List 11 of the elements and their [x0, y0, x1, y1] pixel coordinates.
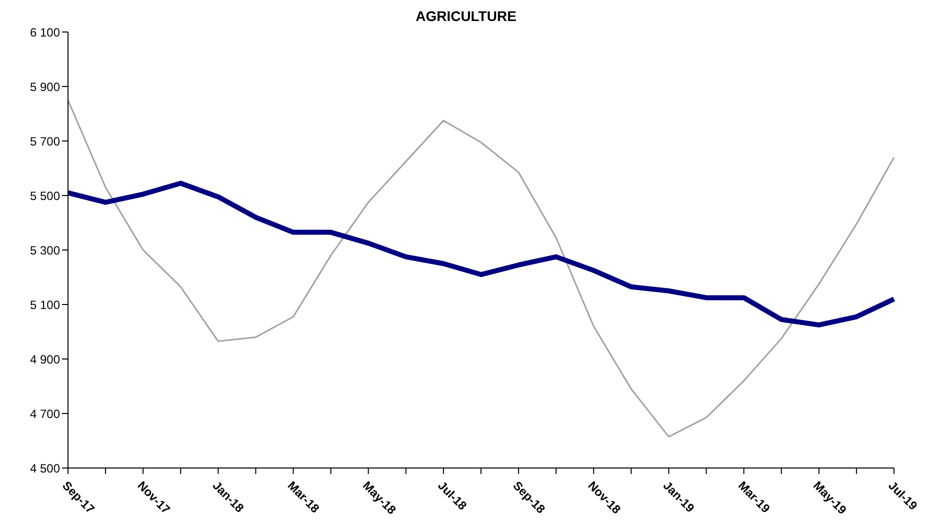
y-tick-label: 5 100 — [30, 298, 60, 312]
y-tick-label: 5 300 — [30, 243, 60, 258]
y-tick-label: 4 500 — [30, 461, 60, 476]
chart-title: AGRICULTURE — [416, 8, 516, 24]
y-tick-label: 6 100 — [30, 25, 60, 40]
y-tick-label: 5 700 — [30, 134, 60, 148]
line-series — [67, 99, 895, 438]
y-tick-label: 4 700 — [30, 406, 60, 421]
y-tick-label: 5 900 — [30, 80, 60, 94]
y-tick-label: 5 500 — [30, 188, 60, 203]
y-tick-label: 4 900 — [30, 352, 60, 366]
